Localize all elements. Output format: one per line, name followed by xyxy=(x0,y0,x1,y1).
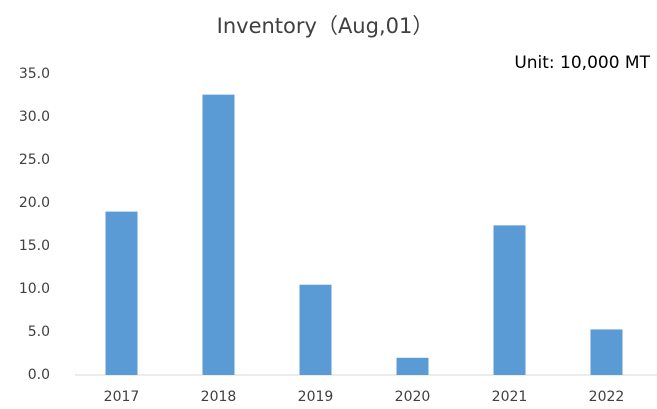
y-tick-label: 0.0 xyxy=(28,367,50,383)
bar xyxy=(590,329,623,375)
x-tick-label: 2019 xyxy=(298,389,334,405)
x-tick-label: 2017 xyxy=(104,389,140,405)
bar xyxy=(202,94,235,375)
y-tick-label: 20.0 xyxy=(19,195,50,211)
x-tick-label: 2022 xyxy=(589,389,625,405)
annotation: Unit: 10,000 MT xyxy=(514,53,650,73)
bar xyxy=(299,284,332,375)
y-tick-label: 30.0 xyxy=(19,109,50,125)
y-tick-label: 35.0 xyxy=(19,66,50,82)
y-tick-label: 5.0 xyxy=(28,324,50,340)
chart-title: Inventory（Aug,01） xyxy=(217,14,434,38)
x-tick-label: 2020 xyxy=(395,389,431,405)
bar xyxy=(105,211,138,375)
y-tick-label: 10.0 xyxy=(19,281,50,297)
bar xyxy=(396,357,429,375)
y-tick-label: 25.0 xyxy=(19,152,50,168)
x-tick-label: 2021 xyxy=(492,389,528,405)
x-tick-label: 2018 xyxy=(201,389,237,405)
y-tick-label: 15.0 xyxy=(19,238,50,254)
bar xyxy=(493,225,526,375)
